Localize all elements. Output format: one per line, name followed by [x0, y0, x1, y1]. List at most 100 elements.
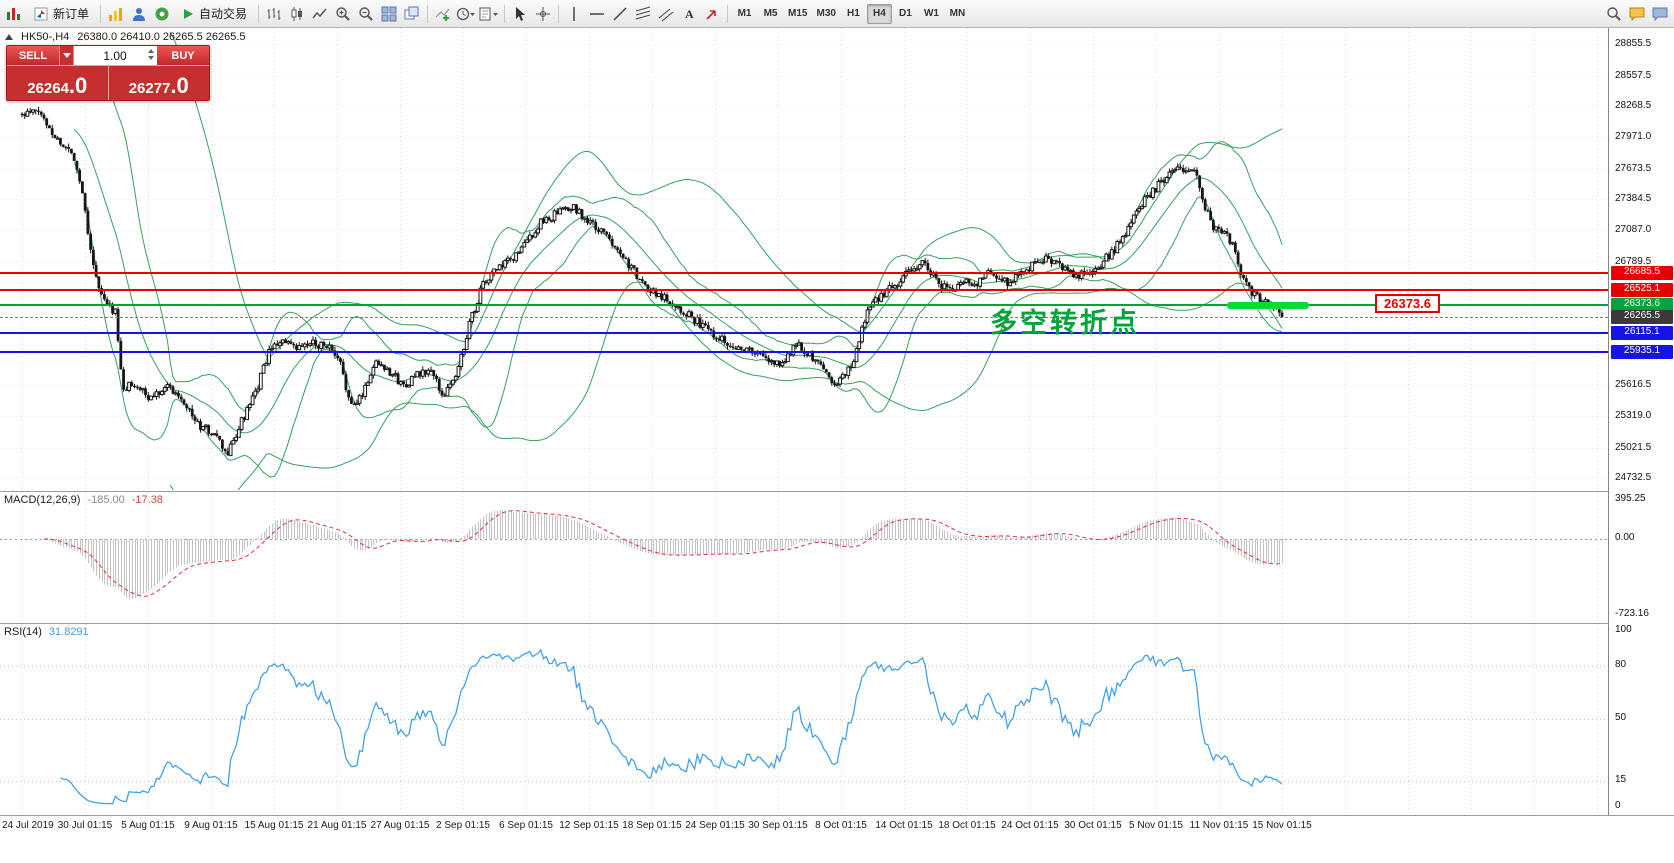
price-axis-label: 26789.5	[1615, 255, 1652, 267]
community-icon[interactable]	[151, 3, 173, 25]
price-axis-label: 24732.5	[1615, 472, 1652, 484]
new-order-button[interactable]: 新订单	[26, 3, 96, 25]
timeframe-button-m30[interactable]: M30	[812, 4, 839, 24]
svg-text:A: A	[685, 7, 694, 21]
vertical-line-icon[interactable]	[563, 3, 585, 25]
timeframe-button-w1[interactable]: W1	[919, 4, 944, 24]
time-axis-label: 14 Oct 01:15	[875, 820, 933, 831]
time-axis-label: 30 Sep 01:15	[748, 820, 808, 831]
channel-icon[interactable]	[655, 3, 677, 25]
volume-dropdown[interactable]	[59, 46, 74, 65]
order-controls-row: SELL 1.00 BUY	[7, 46, 209, 66]
price-axis-label: 25021.5	[1615, 441, 1652, 453]
volume-increase-icon[interactable]	[148, 49, 154, 53]
indicators-icon[interactable]	[432, 3, 454, 25]
price-axis[interactable]: 28855.5 28557.5 28268.5 27971.0 27673.5 27384…	[1608, 28, 1674, 815]
timeframe-button-d1[interactable]: D1	[893, 4, 918, 24]
fibonacci-icon[interactable]	[632, 3, 654, 25]
macd-canvas[interactable]	[0, 492, 1608, 621]
one-click-trading-widget: SELL 1.00 BUY 26264 .0 26277	[6, 45, 210, 101]
search-icon[interactable]	[1603, 3, 1625, 25]
rsi-value: 31.8291	[48, 626, 89, 638]
macd-axis-label: 0.00	[1615, 532, 1635, 544]
time-axis-label: 5 Aug 01:15	[121, 820, 175, 831]
chart-annotation-text[interactable]: 多空转折点	[990, 307, 1140, 339]
price-axis-label: 27384.5	[1615, 193, 1652, 205]
horizontal-line[interactable]	[0, 350, 1608, 353]
time-axis-label: 27 Aug 01:15	[370, 820, 430, 831]
candlestick-icon[interactable]	[286, 3, 308, 25]
main-toolbar: 新订单 自动交易	[0, 0, 1674, 28]
tile-windows-icon[interactable]	[378, 3, 400, 25]
one-click-toggle-icon[interactable]	[5, 34, 13, 40]
periods-icon[interactable]	[455, 3, 477, 25]
bar-chart-icon[interactable]	[263, 3, 285, 25]
chart-overlays	[0, 28, 1608, 490]
horizontal-line-icon[interactable]	[586, 3, 608, 25]
text-icon[interactable]: A	[678, 3, 700, 25]
timeframe-button-mn[interactable]: MN	[945, 4, 970, 24]
volume-decrease-icon[interactable]	[148, 56, 154, 60]
community-chat-icon[interactable]	[1649, 3, 1671, 25]
time-axis[interactable]: 24 Jul 2019 30 Jul 01:15 5 Aug 01:15 9 Aug …	[0, 815, 1674, 863]
timeframe-button-m1[interactable]: M1	[732, 4, 757, 24]
horizontal-line[interactable]	[0, 271, 1608, 274]
time-axis-label: 21 Aug 01:15	[307, 820, 367, 831]
new-chart-icon[interactable]	[105, 3, 127, 25]
macd-axis-label: 395.25	[1615, 493, 1646, 504]
macd-axis-label: -723.16	[1615, 608, 1649, 619]
sell-button[interactable]: SELL	[7, 46, 59, 65]
toolbar-separator	[558, 4, 560, 23]
price-axis-label: 27673.5	[1615, 162, 1652, 174]
rsi-axis-label: 50	[1615, 712, 1627, 723]
price-chart-panel: HK50-,H4 26380.0 26410.0 26265.5 26265.5…	[0, 28, 1608, 490]
toolbar-separator	[258, 4, 260, 23]
time-axis-label: 15 Aug 01:15	[244, 820, 304, 831]
profiles-icon[interactable]	[128, 3, 150, 25]
time-axis-label: 5 Nov 01:15	[1129, 820, 1183, 831]
crosshair-icon[interactable]	[532, 3, 554, 25]
buy-price-panel[interactable]: 26277 .0	[109, 66, 210, 100]
symbol-period-label: HK50-,H4	[21, 31, 70, 43]
buy-button[interactable]: BUY	[157, 46, 209, 65]
chevron-down-icon	[62, 53, 71, 58]
highlight-segment[interactable]	[1227, 302, 1309, 310]
timeframe-button-h4[interactable]: H4	[866, 3, 892, 24]
chat-icon[interactable]	[1626, 3, 1648, 25]
timeframe-button-h1[interactable]: H1	[841, 4, 866, 24]
volume-input[interactable]: 1.00	[74, 46, 157, 65]
trendline-icon[interactable]	[609, 3, 631, 25]
zoom-out-icon[interactable]	[355, 3, 377, 25]
rsi-panel: RSI(14) 31.8291	[0, 623, 1608, 813]
price-callout-label[interactable]: 26373.6	[1375, 294, 1440, 314]
zoom-in-icon[interactable]	[332, 3, 354, 25]
horizontal-line[interactable]	[0, 304, 1608, 307]
rsi-axis-label: 15	[1615, 773, 1627, 785]
macd-label: MACD(12,26,9) -185.00 -17.38	[4, 494, 163, 506]
timeframe-button-m15[interactable]: M15	[784, 4, 811, 24]
macd-value: -185.00	[87, 494, 125, 506]
sell-price-panel[interactable]: 26264 .0	[7, 66, 109, 100]
rsi-axis-label: 0	[1615, 800, 1621, 811]
arrows-icon[interactable]	[701, 3, 723, 25]
templates-icon[interactable]	[478, 3, 500, 25]
autotrading-button[interactable]: 自动交易	[174, 3, 254, 25]
horizontal-line[interactable]	[0, 331, 1608, 334]
horizontal-line[interactable]	[0, 288, 1608, 291]
macd-signal-value: -17.38	[131, 494, 163, 506]
current-price-tag: 26265.5	[1611, 309, 1673, 324]
cursor-icon[interactable]	[509, 3, 531, 25]
price-chart-canvas[interactable]	[0, 28, 1608, 490]
volume-stepper	[148, 49, 154, 60]
line-chart-icon[interactable]	[309, 3, 331, 25]
time-axis-label: 8 Oct 01:15	[815, 820, 867, 831]
toolbar-separator	[727, 4, 729, 23]
price-line-tag: 26115.1	[1611, 325, 1673, 340]
time-axis-label: 18 Oct 01:15	[938, 820, 996, 831]
timeframe-button-m5[interactable]: M5	[758, 4, 783, 24]
price-axis-label: 28557.5	[1615, 69, 1652, 81]
cascade-windows-icon[interactable]	[401, 3, 423, 25]
volume-value: 1.00	[103, 48, 127, 63]
rsi-canvas[interactable]	[0, 624, 1608, 813]
